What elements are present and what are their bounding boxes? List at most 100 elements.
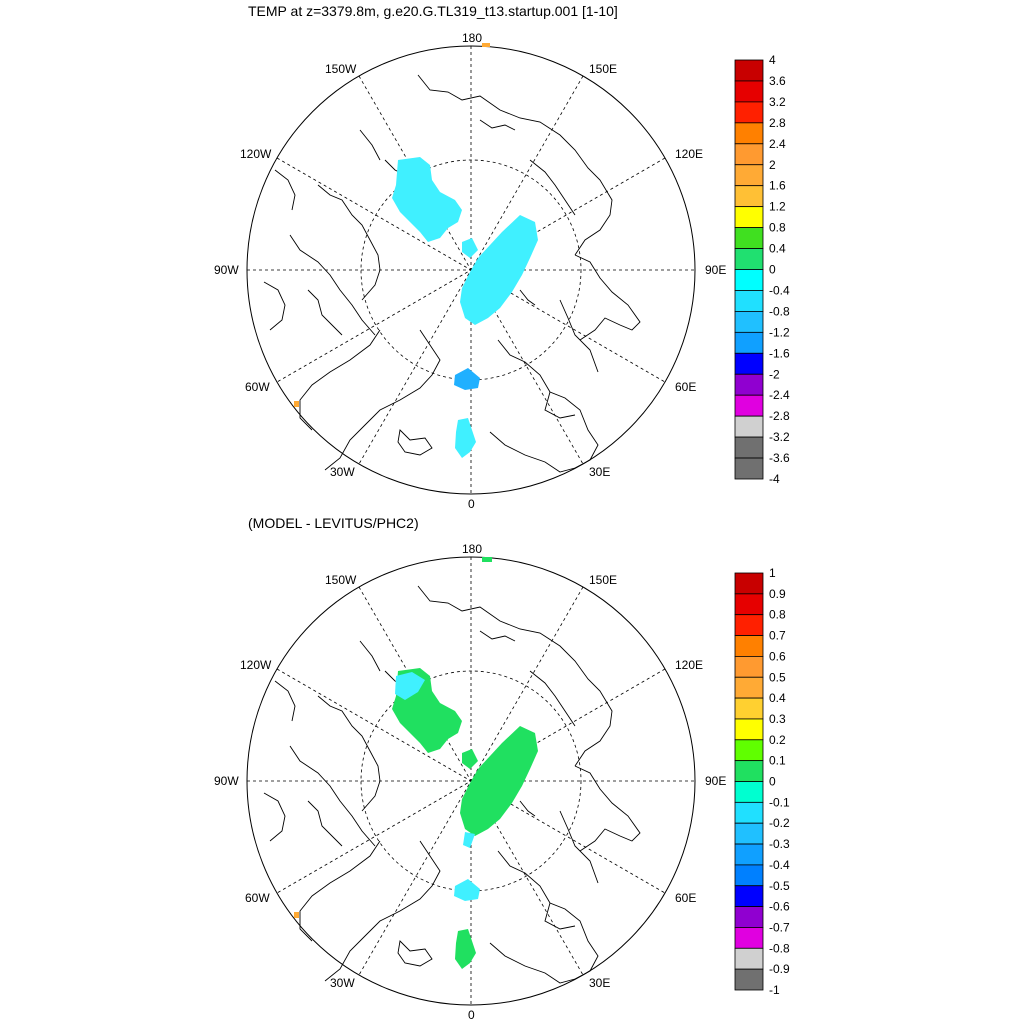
top-colorbar-label: -1.6 — [769, 346, 790, 360]
top-colorbar-swatch — [734, 269, 764, 291]
bottom-colorbar-label: 0.6 — [769, 649, 786, 663]
top-lon-label: 120E — [675, 147, 703, 161]
bottom-lon-label: 150E — [589, 573, 617, 587]
bottom-lon-label: 60W — [245, 891, 270, 905]
top-map-panel: TEMP at z=3379.8m, g.e20.G.TL319_t13.sta… — [214, 3, 790, 511]
bottom-colorbar-label: -0.7 — [769, 920, 790, 934]
top-lon-label: 120W — [240, 147, 272, 161]
top-lon-label: 30E — [589, 465, 610, 479]
bottom-lon-label: 120E — [675, 658, 703, 672]
bottom-colorbar-label: 0.1 — [769, 754, 786, 768]
top-colorbar-swatch — [734, 290, 764, 312]
bottom-panel-title: (MODEL - LEVITUS/PHC2) — [248, 515, 419, 531]
top-lon-label: 0 — [468, 497, 475, 511]
top-colorbar-label: 0 — [769, 263, 776, 277]
top-colorbar-swatch — [734, 185, 764, 208]
bottom-lon-label: 120W — [240, 658, 272, 672]
bottom-lon-label: 150W — [325, 573, 357, 587]
bottom-colorbar-label: -0.2 — [769, 816, 790, 830]
top-colorbar-label: -2 — [769, 367, 780, 381]
bottom-colorbar-swatch — [734, 718, 764, 741]
top-colorbar-swatch — [734, 164, 764, 187]
top-colorbar-swatch — [734, 227, 764, 249]
bottom-colorbar-swatch — [734, 614, 764, 636]
top-lon-label: 90E — [705, 263, 726, 277]
top-lon-label: 60W — [245, 380, 270, 394]
bottom-colorbar-label: -0.1 — [769, 795, 790, 809]
top-colorbar-swatch — [734, 248, 764, 270]
top-colorbar-swatch — [734, 80, 764, 103]
top-colorbar-swatch — [734, 331, 764, 354]
top-colorbar-label: 2.8 — [769, 116, 786, 130]
top-colorbar-swatch — [734, 352, 764, 375]
top-temperature-fill — [294, 43, 538, 458]
bottom-colorbar-swatch — [734, 864, 764, 887]
top-colorbar-label: -1.2 — [769, 325, 790, 339]
bottom-colorbar-label: -0.3 — [769, 837, 790, 851]
bottom-lon-label: 0 — [468, 1008, 475, 1022]
top-colorbar-label: -2.8 — [769, 409, 790, 423]
top-coastlines — [263, 74, 641, 473]
bottom-difference-fill — [294, 557, 538, 969]
bottom-colorbar-swatch — [734, 676, 764, 699]
top-colorbar-label: 1.2 — [769, 200, 786, 214]
top-lon-label: 60E — [675, 380, 696, 394]
top-colorbar-label: -0.8 — [769, 304, 790, 318]
bottom-colorbar-swatch — [734, 593, 764, 616]
top-colorbar-label: -3.6 — [769, 451, 790, 465]
bottom-colorbar-label: 1 — [769, 566, 776, 580]
top-lon-label: 150E — [589, 62, 617, 76]
bottom-colorbar-label: 0 — [769, 775, 776, 789]
bottom-colorbar-label: -0.8 — [769, 941, 790, 955]
top-colorbar-label: -3.2 — [769, 430, 790, 444]
top-colorbar-swatch — [734, 59, 764, 82]
top-colorbar-swatch — [734, 206, 764, 228]
top-colorbar-label: -0.4 — [769, 283, 790, 297]
bottom-lon-label: 180 — [462, 542, 482, 556]
top-colorbar-label: -2.4 — [769, 388, 790, 402]
bottom-colorbar-swatch — [734, 968, 764, 991]
bottom-colorbar-label: -1 — [769, 983, 780, 997]
bottom-colorbar-label: -0.9 — [769, 962, 790, 976]
bottom-lon-label: 30E — [589, 976, 610, 990]
bottom-colorbar-label: 0.9 — [769, 587, 786, 601]
bottom-colorbar-label: -0.6 — [769, 900, 790, 914]
top-colorbar-swatch — [734, 101, 764, 124]
bottom-colorbar-label: 0.3 — [769, 712, 786, 726]
top-colorbar-swatch — [734, 373, 764, 396]
bottom-colorbar-swatch — [734, 739, 764, 762]
bottom-colorbar: 1 0.9 0.8 0.7 0.6 0.5 0.4 0.3 0.2 0.1 0 -0.1 -0.2 -0.… — [734, 566, 790, 997]
top-colorbar-label: 0.8 — [769, 221, 786, 235]
bottom-meridians — [247, 557, 695, 1005]
top-colorbar-swatch — [734, 310, 764, 333]
bottom-colorbar-swatch — [734, 572, 764, 595]
top-lon-label: 90W — [214, 263, 239, 277]
bottom-lon-labels: 180 150E 120E 90E 60E 30E 0 30W 60W 90W … — [214, 542, 726, 1022]
bottom-lon-label: 60E — [675, 891, 696, 905]
top-colorbar-swatch — [734, 436, 764, 459]
top-colorbar-swatch — [734, 457, 764, 480]
bottom-colorbar-label: 0.7 — [769, 629, 786, 643]
top-colorbar-label: 1.6 — [769, 179, 786, 193]
bottom-colorbar-swatch — [734, 822, 764, 845]
top-meridians — [247, 46, 695, 494]
top-lon-labels: 180 150E 120E 90E 60E 30E 0 30W 60W 90W … — [214, 31, 726, 511]
top-colorbar-label: 4 — [769, 53, 776, 67]
bottom-colorbar-swatch — [734, 635, 764, 657]
bottom-colorbar-swatch — [734, 927, 764, 949]
bottom-lon-label: 90W — [214, 774, 239, 788]
top-colorbar-swatch — [734, 394, 764, 417]
bottom-colorbar-label: 0.5 — [769, 670, 786, 684]
top-colorbar-label: 2 — [769, 158, 776, 172]
bottom-colorbar-swatch — [734, 781, 764, 803]
bottom-colorbar-swatch — [734, 801, 764, 824]
bottom-colorbar-label: -0.5 — [769, 879, 790, 893]
top-colorbar-swatch — [734, 143, 764, 166]
top-lon-label: 150W — [325, 62, 357, 76]
bottom-colorbar-swatch — [734, 906, 764, 928]
bottom-colorbar-swatch — [734, 656, 764, 678]
top-colorbar-label: 3.6 — [769, 74, 786, 88]
top-panel-title: TEMP at z=3379.8m, g.e20.G.TL319_t13.sta… — [248, 3, 618, 19]
top-colorbar-label: 0.4 — [769, 242, 786, 256]
